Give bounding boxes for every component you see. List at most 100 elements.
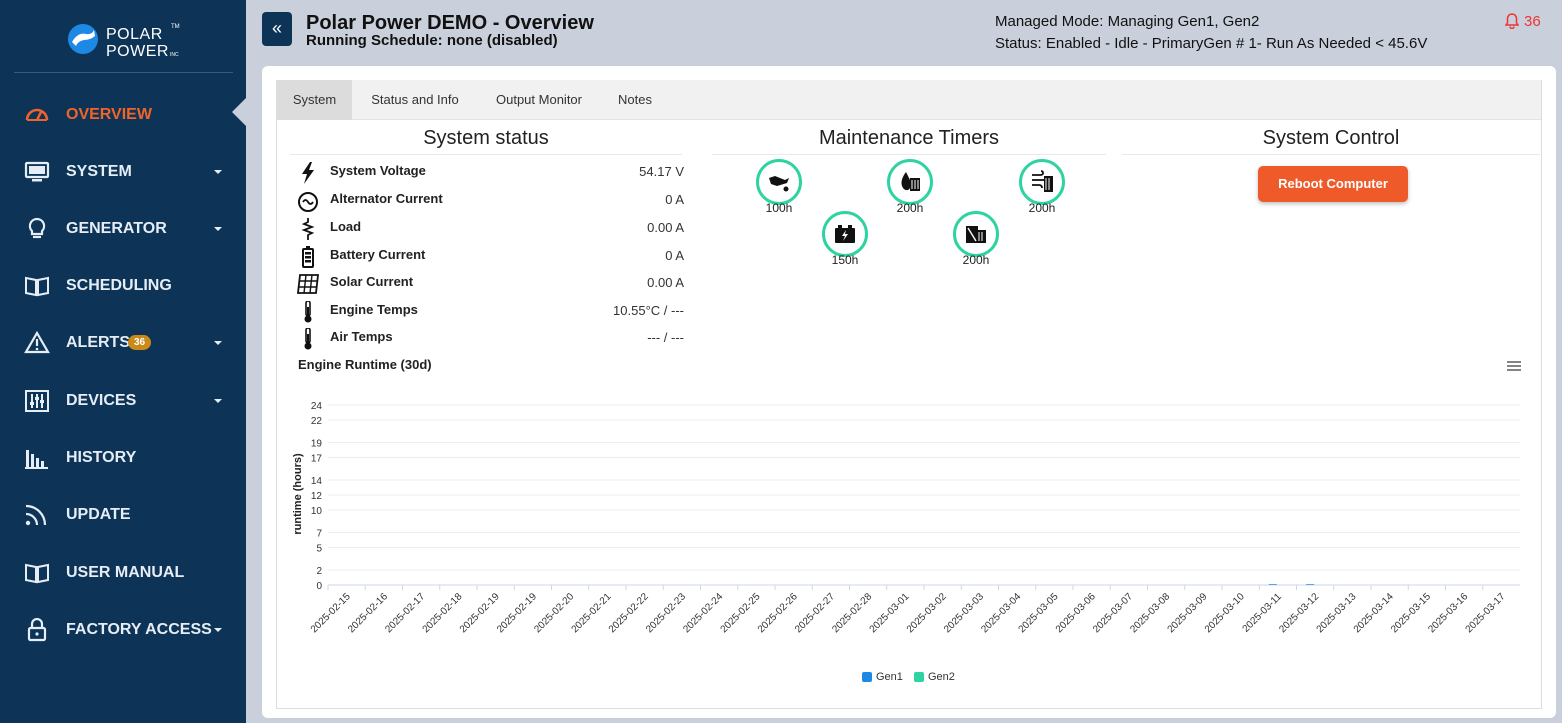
status-value: 0.00 A [647, 275, 684, 290]
status-row-load: Load 0.00 A [292, 216, 692, 242]
timer-ring [1019, 159, 1065, 205]
divider [712, 154, 1106, 155]
sidebar-item-label: SYSTEM [66, 163, 132, 180]
fuel-filter-icon [901, 172, 920, 191]
sidebar-item-label: OVERVIEW [66, 106, 152, 123]
battery-charge-icon [835, 225, 855, 243]
timer-hours: 100h [765, 201, 793, 215]
reboot-computer-button[interactable]: Reboot Computer [1258, 166, 1408, 202]
status-label: Alternator Current [330, 191, 443, 206]
sidebar-item-history[interactable]: HISTORY [0, 438, 246, 478]
x-tick-label: 2025-03-17 [1464, 591, 1508, 635]
managed-mode-status: Managed Mode: Managing Gen1, Gen2 [995, 13, 1260, 30]
chevron-down-icon [214, 628, 222, 632]
bell-icon[interactable] [1505, 13, 1519, 29]
bar-gen1[interactable] [1268, 584, 1277, 585]
y-tick-label: 5 [316, 544, 322, 555]
logo-text-power: POWER [106, 43, 169, 60]
alert-count[interactable]: 36 [1524, 13, 1541, 30]
status-label: Engine Temps [330, 302, 418, 317]
maintenance-timer-fuel-filter[interactable]: 200h [885, 159, 935, 219]
sidebar-item-generator[interactable]: GENERATOR [0, 209, 246, 249]
hamburger-menu-icon[interactable] [1505, 359, 1523, 373]
sidebar-item-scheduling[interactable]: SCHEDULING [0, 266, 246, 306]
lightbulb-icon [28, 217, 46, 239]
alerts-count-badge: 36 [128, 335, 152, 350]
timer-hours: 200h [1028, 201, 1056, 215]
y-tick-label: 17 [311, 454, 323, 465]
status-row-battery-current: Battery Current 0 A [292, 244, 692, 270]
y-tick-label: 2 [316, 566, 322, 577]
sliders-icon [25, 390, 49, 412]
tab-system[interactable]: System [277, 80, 352, 120]
chevron-down-icon [214, 399, 222, 403]
status-row-air-temps: Air Temps --- / --- [292, 326, 692, 352]
y-tick-label: 14 [311, 476, 323, 487]
running-schedule: Running Schedule: none (disabled) [306, 32, 558, 49]
status-row-solar-current: Solar Current 0.00 A [292, 271, 692, 297]
x-tick-label: 2025-03-10 [1203, 591, 1247, 635]
system-control-title: System Control [1262, 127, 1400, 149]
timer-ring [822, 211, 868, 257]
sidebar-item-label: UPDATE [66, 506, 131, 523]
timer-hours: 200h [962, 253, 990, 267]
sidebar-item-label: USER MANUAL [66, 564, 185, 581]
maintenance-timer-battery[interactable]: 150h [820, 211, 870, 271]
status-label: System Voltage [330, 163, 426, 178]
monitor-icon [24, 161, 50, 182]
sidebar-item-alerts[interactable]: ALERTS 36 [0, 323, 246, 363]
legend-swatch [914, 672, 924, 682]
chevron-down-icon [214, 341, 222, 345]
solar-panel-icon [296, 274, 320, 294]
timer-hours: 150h [831, 253, 859, 267]
sidebar-item-label: HISTORY [66, 449, 137, 466]
tab-notes[interactable]: Notes [618, 92, 652, 107]
legend-label: Gen2 [928, 671, 955, 683]
sidebar-item-label: FACTORY ACCESS [66, 621, 212, 638]
status-row-alternator-current: Alternator Current 0 A [292, 188, 692, 214]
sidebar-item-label: ALERTS [66, 334, 130, 351]
status-label: Solar Current [330, 274, 414, 289]
lightning-icon [302, 162, 314, 184]
maintenance-timer-oil[interactable]: 100h [754, 159, 804, 219]
sidebar-item-devices[interactable]: DEVICES [0, 381, 246, 421]
y-tick-label: 12 [311, 491, 323, 502]
rss-icon [25, 504, 47, 526]
legend-swatch [862, 672, 872, 682]
y-tick-label: 24 [311, 401, 323, 412]
status-value: 0.00 A [647, 220, 684, 235]
battery-icon [302, 246, 314, 268]
sidebar-item-overview[interactable]: OVERVIEW [0, 95, 246, 135]
system-status-title: System status [423, 127, 549, 149]
tab-output-monitor[interactable]: Output Monitor [496, 92, 582, 107]
y-tick-label: 0 [316, 581, 322, 592]
polar-power-logo[interactable]: POLAR TM POWER INC [66, 22, 186, 62]
bar-gen1[interactable] [1306, 584, 1315, 585]
sidebar-item-update[interactable]: UPDATE [0, 495, 246, 535]
status-value: 0 A [665, 192, 684, 207]
status-value: 0 A [665, 248, 684, 263]
sidebar-item-system[interactable]: SYSTEM [0, 152, 246, 192]
y-tick-label: 10 [311, 506, 323, 517]
divider [290, 154, 682, 155]
status-label: Air Temps [330, 329, 393, 344]
chart-title: Engine Runtime (30d) [298, 357, 432, 372]
collapse-sidebar-button[interactable]: « [262, 12, 292, 46]
sidebar-divider [14, 72, 233, 73]
y-axis-label: runtime (hours) [292, 453, 304, 535]
status-value: 10.55°C / --- [613, 303, 684, 318]
tab-status-and-info[interactable]: Status and Info [371, 92, 459, 107]
sidebar-item-user-manual[interactable]: USER MANUAL [0, 553, 246, 593]
resistor-icon [301, 218, 315, 240]
thermometer-icon [304, 301, 312, 323]
sidebar-item-factory-access[interactable]: FACTORY ACCESS [0, 610, 246, 650]
sidebar-item-label: DEVICES [66, 392, 137, 409]
maintenance-timer-coolant[interactable]: 200h [951, 211, 1001, 271]
logo-text-polar: POLAR [106, 26, 163, 43]
system-status-line: Status: Enabled - Idle - PrimaryGen # 1-… [995, 35, 1428, 52]
maintenance-timer-air-filter[interactable]: 200h [1017, 159, 1067, 219]
sidebar: POLAR TM POWER INC OVERVIEW SYSTEM GENER… [0, 0, 246, 723]
timer-ring [887, 159, 933, 205]
status-label: Load [330, 219, 362, 234]
status-value: --- / --- [647, 330, 684, 345]
